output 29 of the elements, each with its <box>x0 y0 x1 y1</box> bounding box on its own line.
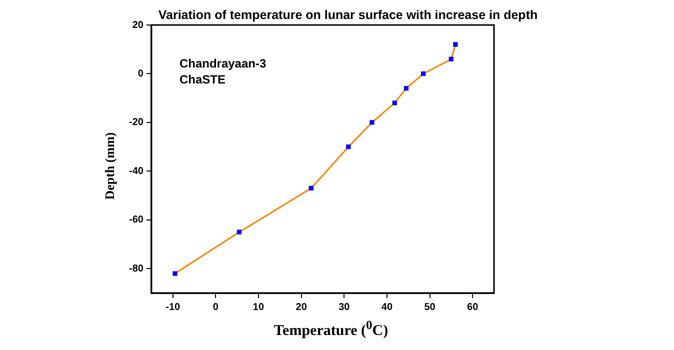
y-tick-label: -60 <box>129 214 144 226</box>
chart-title: Variation of temperature on lunar surface with increase in depth <box>158 8 538 22</box>
x-axis-title: Temperature ($^{0}$C) <box>272 318 390 340</box>
y-tick-label: 20 <box>132 20 144 31</box>
point <box>404 86 409 91</box>
point <box>421 71 426 76</box>
point <box>172 271 178 276</box>
y-tick-label: -40 <box>129 166 144 177</box>
point <box>236 230 242 234</box>
point <box>370 120 374 125</box>
x-tick-label: 50 <box>424 302 436 313</box>
x-tick-label: -10 <box>166 302 181 313</box>
x-tick-label: 20 <box>296 302 308 313</box>
x-tick-label: 40 <box>381 302 393 313</box>
annotation: Chandrayaan-3 <box>179 56 266 70</box>
point <box>346 144 351 150</box>
y-axis-title: Depth (mm) <box>102 131 118 202</box>
point <box>453 42 458 47</box>
y-tick-label: -80 <box>129 263 144 274</box>
point <box>448 56 454 62</box>
y-tick-label: 0 <box>138 68 144 80</box>
y-tick-label: -20 <box>129 117 144 128</box>
point <box>392 100 397 106</box>
x-tick-label: 0 <box>212 302 219 313</box>
x-tick-label: 30 <box>338 302 350 313</box>
annotation: ChaSTE <box>179 72 226 86</box>
x-tick-label: 10 <box>252 302 264 313</box>
point <box>308 186 314 191</box>
x-tick-label: 60 <box>467 302 479 313</box>
